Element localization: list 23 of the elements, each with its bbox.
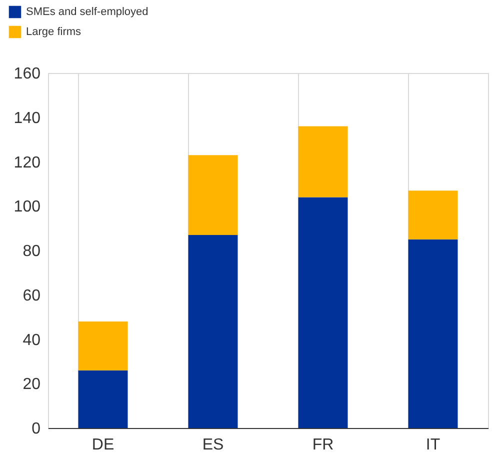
x-tick-label: ES xyxy=(202,436,224,454)
legend-label: SMEs and self-employed xyxy=(26,6,148,18)
y-tick-label: 60 xyxy=(22,287,41,304)
bar xyxy=(78,322,128,370)
y-tick-label: 120 xyxy=(14,154,41,172)
x-tick-label: FR xyxy=(312,436,334,454)
x-tick-label: IT xyxy=(426,436,440,454)
y-tick-label: 100 xyxy=(14,198,41,216)
bar xyxy=(188,234,238,428)
bar xyxy=(188,155,238,235)
y-tick-label: 0 xyxy=(32,420,41,438)
y-tick-label: 160 xyxy=(14,66,41,82)
bar xyxy=(298,126,348,198)
y-tick-label: 20 xyxy=(22,376,41,394)
y-tick-label: 40 xyxy=(22,332,41,349)
bar xyxy=(298,197,348,428)
bar xyxy=(408,239,458,428)
bar xyxy=(408,190,458,240)
x-tick-label: DE xyxy=(92,436,114,454)
y-tick-label: 140 xyxy=(14,110,41,127)
bar xyxy=(78,370,128,428)
legend-label: Large firms xyxy=(26,26,82,38)
y-tick-label: 80 xyxy=(22,243,41,260)
